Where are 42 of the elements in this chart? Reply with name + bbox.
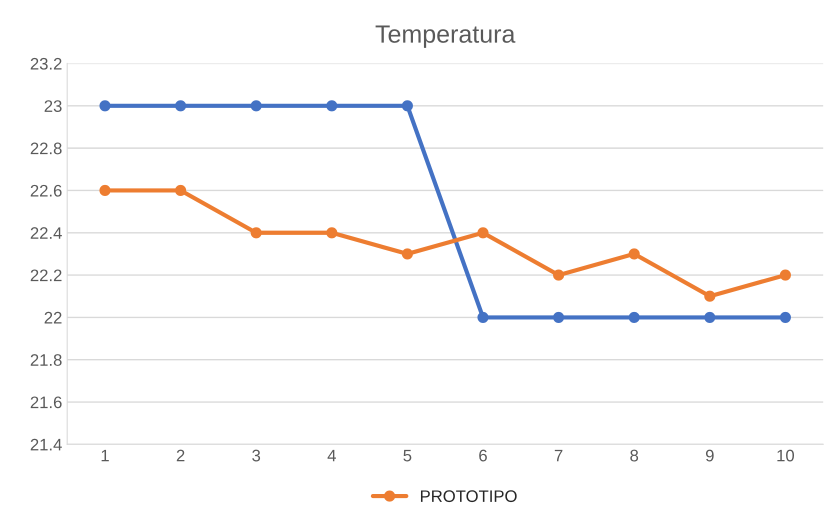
x-tick-label: 8 <box>630 450 638 462</box>
x-tick-label: 10 <box>777 450 794 462</box>
point <box>99 184 111 196</box>
y-tick-label: 21.8 <box>30 354 62 366</box>
x-tick-label: 4 <box>328 450 336 462</box>
point <box>780 312 791 323</box>
point <box>175 100 186 112</box>
point <box>402 248 413 260</box>
x-tick-label: 2 <box>176 450 184 462</box>
x-tick-label: 7 <box>554 450 562 462</box>
chart-title: Temperatura <box>376 25 516 48</box>
y-tick-label: 22.6 <box>30 184 62 197</box>
y-tick-label: 22.2 <box>30 269 62 282</box>
point <box>628 312 640 323</box>
point <box>553 270 564 281</box>
point <box>402 100 413 112</box>
point <box>250 100 262 112</box>
y-tick-label: 21.4 <box>30 438 62 450</box>
y-tick-label: 22 <box>44 312 62 324</box>
y-tick-label: 23 <box>44 100 62 112</box>
x-tick-label: 3 <box>252 450 260 462</box>
point <box>704 312 716 323</box>
point <box>326 227 338 238</box>
y-tick-label: 23.2 <box>30 58 62 70</box>
x-tick-label: 9 <box>706 450 714 462</box>
x-tick-label: 5 <box>403 450 412 462</box>
point <box>477 312 489 323</box>
point <box>326 100 338 112</box>
legend-label: PROTOTIPO <box>420 490 517 502</box>
point <box>250 227 262 238</box>
y-tick-label: 22.4 <box>30 227 62 239</box>
point <box>175 184 186 196</box>
y-tick-label: 22.8 <box>30 142 62 154</box>
point <box>99 100 111 112</box>
x-tick-label: 1 <box>102 450 109 462</box>
point <box>477 227 489 238</box>
point <box>704 290 716 302</box>
point <box>628 248 640 260</box>
x-tick-label: 6 <box>479 450 487 462</box>
point <box>780 270 791 281</box>
y-tick-label: 21.6 <box>30 396 62 408</box>
point <box>553 312 564 323</box>
